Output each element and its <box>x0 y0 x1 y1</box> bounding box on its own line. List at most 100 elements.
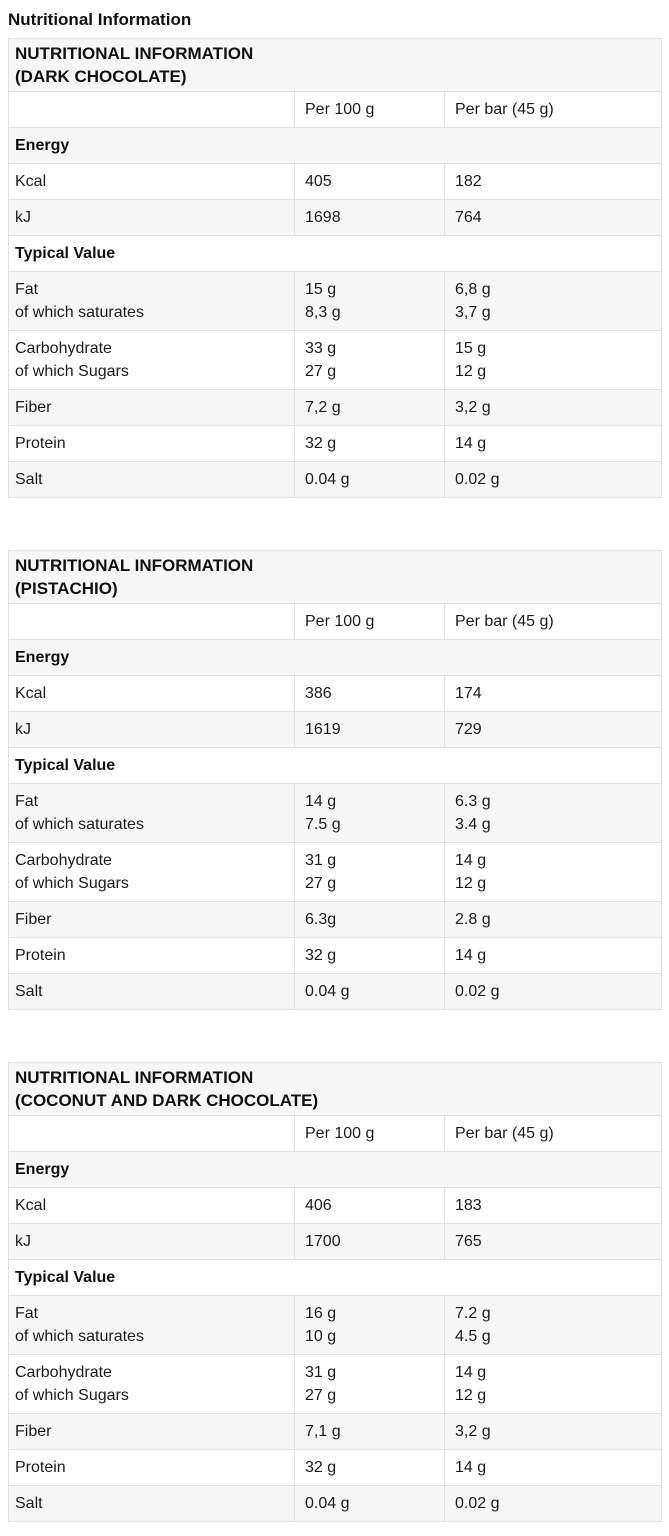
section-row-typical-value: Typical Value <box>7 235 663 272</box>
column-header-row: Per 100 g Per bar (45 g) <box>8 603 663 640</box>
nutrition-table-dark-chocolate: NUTRITIONAL INFORMATION (DARK CHOCOLATE)… <box>7 38 663 498</box>
value-per-100g: 1619 <box>294 711 445 748</box>
value-per-bar: 6,8 g 3,7 g <box>443 271 663 331</box>
row-label: Protein <box>8 425 295 462</box>
table-row-kj: kJ 1698 764 <box>8 199 663 236</box>
row-label: Salt <box>8 1485 295 1522</box>
value-per-100g: 7,2 g <box>294 389 445 426</box>
value-per-bar: 0.02 g <box>443 973 663 1010</box>
column-header-per-bar: Per bar (45 g) <box>443 603 663 640</box>
value-per-100g: 1700 <box>294 1223 445 1260</box>
column-header-per-100g: Per 100 g <box>294 1115 445 1152</box>
value-per-100g: 32 g <box>294 1449 445 1486</box>
column-header-per-bar: Per bar (45 g) <box>443 1115 663 1152</box>
table-row-protein: Protein 32 g 14 g <box>8 425 663 462</box>
value-per-100g: 1698 <box>294 199 445 236</box>
row-label: Kcal <box>8 163 295 200</box>
value-per-100g: 0.04 g <box>294 1485 445 1522</box>
value-per-bar: 15 g 12 g <box>443 330 663 390</box>
section-row-typical-value: Typical Value <box>7 747 663 784</box>
table-row-protein: Protein 32 g 14 g <box>8 937 663 974</box>
row-label: Carbohydrate of which Sugars <box>8 842 295 902</box>
row-label: kJ <box>8 199 295 236</box>
value-per-bar: 0.02 g <box>443 1485 663 1522</box>
column-header-empty <box>8 603 295 640</box>
table-row-fat: Fat of which saturates 14 g 7.5 g 6.3 g … <box>8 783 663 843</box>
value-per-bar: 764 <box>443 199 663 236</box>
value-per-bar: 3,2 g <box>443 1413 663 1450</box>
table-title: NUTRITIONAL INFORMATION (COCONUT AND DAR… <box>7 1062 663 1116</box>
value-per-100g: 386 <box>294 675 445 712</box>
table-row-protein: Protein 32 g 14 g <box>8 1449 663 1486</box>
row-label: Kcal <box>8 675 295 712</box>
table-row-carbohydrate: Carbohydrate of which Sugars 31 g 27 g 1… <box>8 842 663 902</box>
section-row-energy: Energy <box>7 639 663 676</box>
column-header-row: Per 100 g Per bar (45 g) <box>8 91 663 128</box>
table-row-salt: Salt 0.04 g 0.02 g <box>8 973 663 1010</box>
row-label: Fat of which saturates <box>8 271 295 331</box>
section-row-energy: Energy <box>7 127 663 164</box>
table-row-kj: kJ 1700 765 <box>8 1223 663 1260</box>
table-row-fat: Fat of which saturates 15 g 8,3 g 6,8 g … <box>8 271 663 331</box>
table-title: NUTRITIONAL INFORMATION (PISTACHIO) <box>7 550 663 604</box>
value-per-bar: 14 g <box>443 1449 663 1486</box>
column-header-per-100g: Per 100 g <box>294 91 445 128</box>
section-label-energy: Energy <box>7 127 663 164</box>
value-per-bar: 14 g 12 g <box>443 1354 663 1414</box>
value-per-100g: 32 g <box>294 937 445 974</box>
table-row-kj: kJ 1619 729 <box>8 711 663 748</box>
table-title-row: NUTRITIONAL INFORMATION (COCONUT AND DAR… <box>7 1062 663 1116</box>
table-row-fat: Fat of which saturates 16 g 10 g 7.2 g 4… <box>8 1295 663 1355</box>
row-label: Fiber <box>8 901 295 938</box>
row-label: Kcal <box>8 1187 295 1224</box>
table-row-fiber: Fiber 7,2 g 3,2 g <box>8 389 663 426</box>
table-row-salt: Salt 0.04 g 0.02 g <box>8 1485 663 1522</box>
value-per-100g: 15 g 8,3 g <box>294 271 445 331</box>
nutrition-table-pistachio: NUTRITIONAL INFORMATION (PISTACHIO) Per … <box>7 550 663 1010</box>
section-label-energy: Energy <box>7 1151 663 1188</box>
table-row-fiber: Fiber 6.3g 2.8 g <box>8 901 663 938</box>
column-header-empty <box>8 1115 295 1152</box>
page-title: Nutritional Information <box>8 10 192 29</box>
row-label: Salt <box>8 973 295 1010</box>
table-row-carbohydrate: Carbohydrate of which Sugars 33 g 27 g 1… <box>8 330 663 390</box>
value-per-100g: 16 g 10 g <box>294 1295 445 1355</box>
value-per-bar: 3,2 g <box>443 389 663 426</box>
value-per-100g: 33 g 27 g <box>294 330 445 390</box>
value-per-100g: 6.3g <box>294 901 445 938</box>
row-label: Fiber <box>8 1413 295 1450</box>
section-label-typical-value: Typical Value <box>7 235 663 272</box>
row-label: kJ <box>8 1223 295 1260</box>
value-per-100g: 32 g <box>294 425 445 462</box>
value-per-bar: 174 <box>443 675 663 712</box>
section-label-typical-value: Typical Value <box>7 1259 663 1296</box>
table-title-row: NUTRITIONAL INFORMATION (DARK CHOCOLATE) <box>7 38 663 92</box>
row-label: Fat of which saturates <box>8 1295 295 1355</box>
value-per-100g: 31 g 27 g <box>294 1354 445 1414</box>
table-row-fiber: Fiber 7,1 g 3,2 g <box>8 1413 663 1450</box>
column-header-per-100g: Per 100 g <box>294 603 445 640</box>
value-per-bar: 14 g 12 g <box>443 842 663 902</box>
row-label: Fat of which saturates <box>8 783 295 843</box>
row-label: kJ <box>8 711 295 748</box>
column-header-row: Per 100 g Per bar (45 g) <box>8 1115 663 1152</box>
nutrition-table-coconut-dark-chocolate: NUTRITIONAL INFORMATION (COCONUT AND DAR… <box>7 1062 663 1522</box>
section-label-energy: Energy <box>7 639 663 676</box>
value-per-100g: 405 <box>294 163 445 200</box>
row-label: Carbohydrate of which Sugars <box>8 1354 295 1414</box>
value-per-100g: 7,1 g <box>294 1413 445 1450</box>
section-row-energy: Energy <box>7 1151 663 1188</box>
value-per-bar: 729 <box>443 711 663 748</box>
row-label: Protein <box>8 937 295 974</box>
value-per-100g: 0.04 g <box>294 973 445 1010</box>
value-per-100g: 14 g 7.5 g <box>294 783 445 843</box>
row-label: Carbohydrate of which Sugars <box>8 330 295 390</box>
table-title: NUTRITIONAL INFORMATION (DARK CHOCOLATE) <box>7 38 663 92</box>
section-label-typical-value: Typical Value <box>7 747 663 784</box>
column-header-empty <box>8 91 295 128</box>
value-per-bar: 6.3 g 3.4 g <box>443 783 663 843</box>
value-per-bar: 2.8 g <box>443 901 663 938</box>
row-label: Protein <box>8 1449 295 1486</box>
row-label: Salt <box>8 461 295 498</box>
row-label: Fiber <box>8 389 295 426</box>
